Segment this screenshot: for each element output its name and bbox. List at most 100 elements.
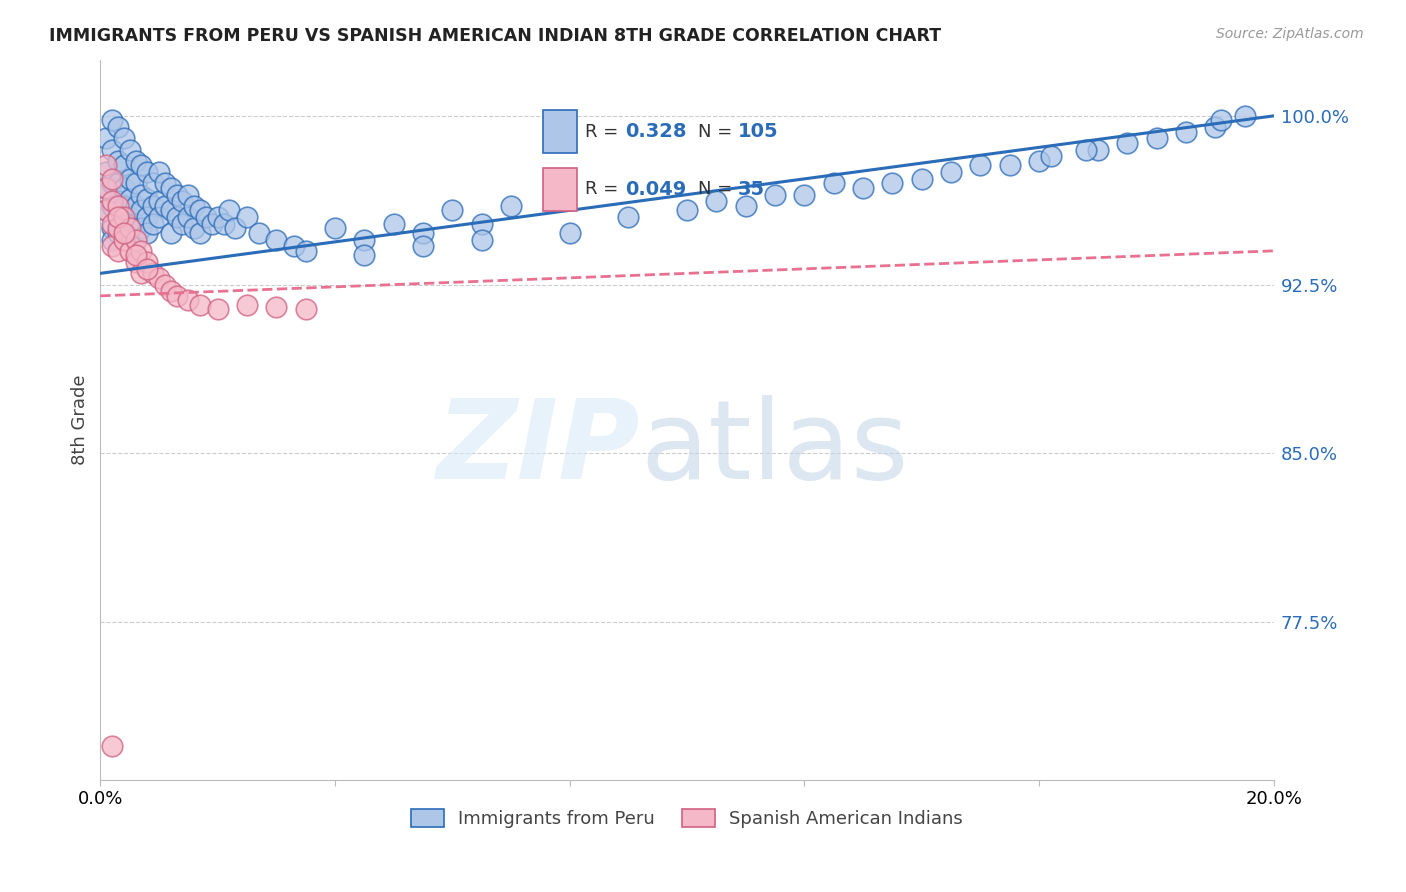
Point xyxy=(201,217,224,231)
Point xyxy=(911,172,934,186)
Point xyxy=(1087,143,1109,157)
Point xyxy=(172,194,194,209)
Point xyxy=(676,203,699,218)
Point xyxy=(101,143,124,157)
Point xyxy=(882,177,904,191)
Point xyxy=(1204,120,1226,134)
Point xyxy=(939,165,962,179)
Point xyxy=(266,233,288,247)
Point xyxy=(177,210,200,224)
Point xyxy=(142,217,165,231)
Point xyxy=(188,298,211,312)
Point xyxy=(793,187,815,202)
Point xyxy=(172,217,194,231)
Point xyxy=(96,203,118,218)
Point xyxy=(107,177,129,191)
Point xyxy=(283,239,305,253)
Point xyxy=(101,194,124,209)
Point xyxy=(101,739,124,753)
Point xyxy=(166,187,188,202)
Point xyxy=(763,187,786,202)
Point xyxy=(823,177,845,191)
Point xyxy=(101,217,124,231)
Point xyxy=(124,199,146,213)
Point xyxy=(188,203,211,218)
Point xyxy=(107,210,129,224)
Point xyxy=(124,233,146,247)
Point xyxy=(96,203,118,218)
Point xyxy=(323,221,346,235)
Point xyxy=(1116,136,1139,150)
Point xyxy=(118,210,141,224)
Point xyxy=(159,226,181,240)
Point xyxy=(148,270,170,285)
Point xyxy=(148,210,170,224)
Point xyxy=(142,177,165,191)
Point xyxy=(101,239,124,253)
Point xyxy=(998,158,1021,172)
Point xyxy=(136,210,159,224)
Point xyxy=(441,203,464,218)
Point xyxy=(107,194,129,209)
Point xyxy=(159,203,181,218)
Text: Source: ZipAtlas.com: Source: ZipAtlas.com xyxy=(1216,27,1364,41)
Point xyxy=(124,233,146,247)
Point xyxy=(142,199,165,213)
Point xyxy=(148,165,170,179)
Point xyxy=(166,210,188,224)
Point xyxy=(1074,143,1097,157)
Point xyxy=(471,217,494,231)
Point xyxy=(382,217,405,231)
Point xyxy=(101,177,124,191)
Point xyxy=(1028,153,1050,168)
Point xyxy=(112,217,135,231)
Point xyxy=(501,199,523,213)
Point xyxy=(131,266,153,280)
Point xyxy=(236,210,259,224)
Point xyxy=(1039,149,1062,163)
Point xyxy=(118,226,141,240)
Y-axis label: 8th Grade: 8th Grade xyxy=(72,375,89,465)
Point xyxy=(1174,125,1197,139)
Point xyxy=(734,199,756,213)
Point xyxy=(1233,109,1256,123)
Point xyxy=(136,192,159,206)
Point xyxy=(266,300,288,314)
Point xyxy=(101,199,124,213)
Point xyxy=(136,226,159,240)
Point xyxy=(852,181,875,195)
Point xyxy=(471,233,494,247)
Point xyxy=(218,203,240,218)
Point xyxy=(131,203,153,218)
Point xyxy=(294,244,316,258)
Point xyxy=(212,217,235,231)
Point xyxy=(153,277,176,292)
Point xyxy=(107,221,129,235)
Point xyxy=(118,244,141,258)
Point xyxy=(96,131,118,145)
Point xyxy=(112,226,135,240)
Point xyxy=(194,210,217,224)
Point xyxy=(107,226,129,240)
Point xyxy=(107,153,129,168)
Point xyxy=(96,165,118,179)
Point xyxy=(107,120,129,134)
Point xyxy=(153,177,176,191)
Point xyxy=(96,181,118,195)
Point xyxy=(118,221,141,235)
Point xyxy=(177,293,200,308)
Point xyxy=(124,177,146,191)
Point xyxy=(247,226,270,240)
Point xyxy=(969,158,991,172)
Point xyxy=(224,221,246,235)
Point xyxy=(118,172,141,186)
Point xyxy=(124,248,146,262)
Point xyxy=(136,165,159,179)
Point xyxy=(131,158,153,172)
Point xyxy=(159,181,181,195)
Legend: Immigrants from Peru, Spanish American Indians: Immigrants from Peru, Spanish American I… xyxy=(404,802,970,836)
Point xyxy=(136,255,159,269)
Point xyxy=(96,181,118,195)
Point xyxy=(706,194,728,209)
Point xyxy=(101,221,124,235)
